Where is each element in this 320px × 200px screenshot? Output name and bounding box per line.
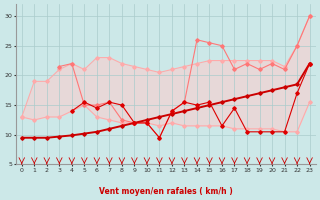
- X-axis label: Vent moyen/en rafales ( km/h ): Vent moyen/en rafales ( km/h ): [99, 187, 233, 196]
